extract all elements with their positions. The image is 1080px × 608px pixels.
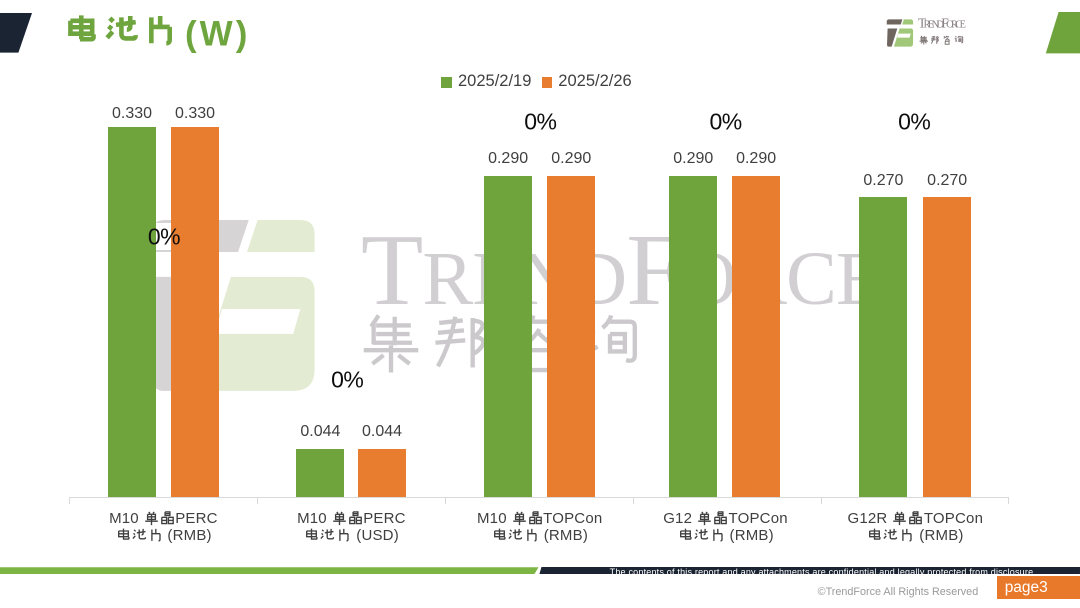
- svg-text:(W): (W): [185, 15, 250, 54]
- svg-text:TRENDFORCE: TRENDFORCE: [918, 16, 966, 31]
- svg-text:TRENDFORCE: TRENDFORCE: [361, 214, 882, 327]
